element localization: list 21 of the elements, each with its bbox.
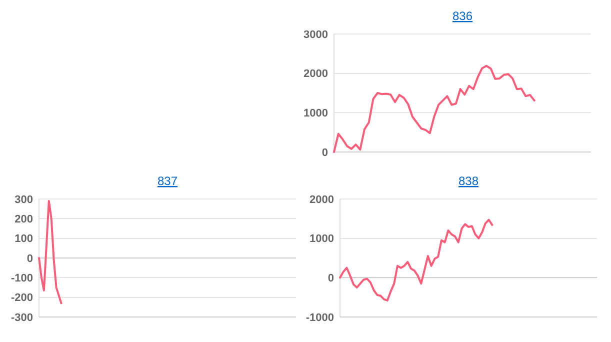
line-series [38, 200, 62, 304]
y-tick-label: 1000 [310, 233, 334, 246]
y-tick-label: 100 [14, 233, 33, 246]
chart-title: 836 [452, 9, 473, 23]
y-tick-label: -1000 [306, 312, 334, 324]
y-tick-label: -200 [10, 292, 33, 304]
y-tick-label: 0 [322, 146, 328, 159]
line-series [339, 218, 494, 302]
y-tick-label: 2000 [304, 68, 328, 80]
y-tick-label: 0 [26, 252, 33, 265]
y-tick-label: 200 [14, 214, 33, 226]
y-tick-label: -300 [10, 312, 33, 324]
line-series [333, 64, 536, 153]
chart-title: 837 [157, 174, 178, 188]
y-tick-label: 1000 [304, 108, 328, 120]
y-tick-label: -100 [10, 272, 33, 285]
y-tick-label: 2000 [310, 194, 334, 206]
y-tick-label: 300 [14, 194, 33, 206]
chart-title: 838 [458, 174, 479, 188]
y-tick-label: 0 [328, 272, 334, 285]
y-tick-label: 3000 [304, 28, 328, 41]
